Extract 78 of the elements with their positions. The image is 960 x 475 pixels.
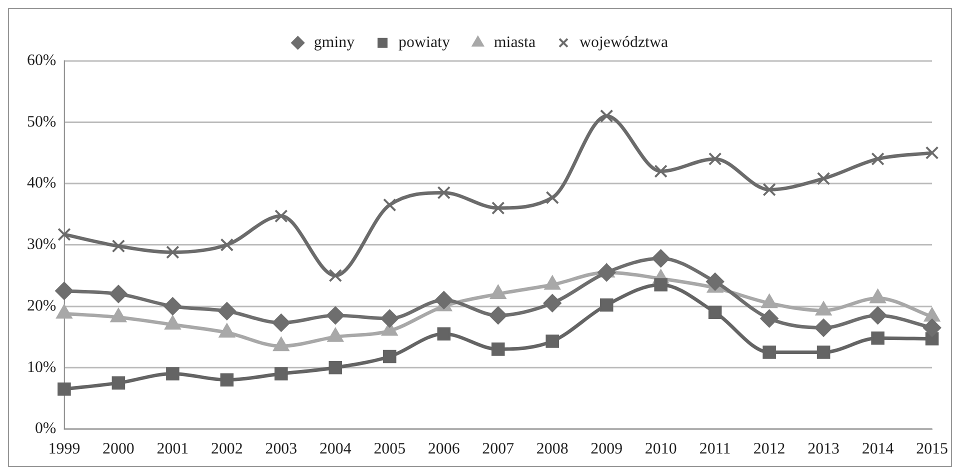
legend-label: gminy xyxy=(314,34,355,52)
y-tick-label: 50% xyxy=(26,113,56,130)
point xyxy=(166,367,180,380)
point xyxy=(598,264,616,282)
point xyxy=(491,201,505,215)
point xyxy=(274,209,288,223)
x-tick-label: 2003 xyxy=(265,440,298,458)
point xyxy=(437,327,451,340)
point xyxy=(760,310,778,328)
point xyxy=(220,238,234,252)
point xyxy=(58,228,71,242)
point xyxy=(437,186,451,200)
point xyxy=(328,360,342,374)
point xyxy=(654,278,668,292)
point xyxy=(489,306,508,324)
point xyxy=(380,310,399,328)
point xyxy=(166,246,180,259)
point xyxy=(871,332,884,345)
point xyxy=(326,306,344,324)
x-tick-label: 2000 xyxy=(102,440,134,458)
point xyxy=(220,373,234,386)
y-tick-label: 20% xyxy=(26,297,56,314)
x-tick-label: 2006 xyxy=(428,440,460,458)
point xyxy=(112,376,126,390)
point xyxy=(383,350,396,364)
point xyxy=(816,172,830,186)
point xyxy=(600,109,614,123)
point xyxy=(58,382,71,396)
point xyxy=(652,249,670,268)
x-tick-label: 2002 xyxy=(210,440,243,458)
x-tick-label: 2011 xyxy=(699,440,731,458)
y-tick-label: 0% xyxy=(34,420,56,438)
x-tick-label: 2013 xyxy=(808,440,840,458)
point xyxy=(762,183,776,196)
point xyxy=(164,297,182,316)
x-tick-label: 2008 xyxy=(536,440,568,458)
point xyxy=(600,298,614,312)
point xyxy=(708,152,722,166)
legend-label: miasta xyxy=(494,34,536,52)
point xyxy=(55,282,74,300)
x-tick-label: 2004 xyxy=(319,440,352,458)
point xyxy=(706,272,724,291)
x-tick-label: 2009 xyxy=(590,440,623,458)
point xyxy=(925,146,939,160)
point xyxy=(491,342,505,356)
x-tick-label: 2012 xyxy=(753,440,786,458)
point xyxy=(546,190,560,204)
point xyxy=(868,306,887,324)
legend-label: województwa xyxy=(579,34,668,52)
point xyxy=(274,367,288,380)
x-tick-label: 2001 xyxy=(156,440,189,458)
x-tick-label: 2005 xyxy=(374,440,406,458)
x-tick-label: 2010 xyxy=(644,440,677,458)
y-tick-label: 10% xyxy=(26,358,56,376)
point xyxy=(816,346,830,359)
x-tick-label: 2014 xyxy=(862,440,894,458)
point xyxy=(112,239,126,253)
y-tick-label: 40% xyxy=(26,174,56,192)
point xyxy=(218,302,236,320)
point xyxy=(814,318,833,337)
point xyxy=(708,306,722,319)
y-tick-label: 60% xyxy=(26,52,56,69)
point xyxy=(328,268,342,282)
point xyxy=(543,294,562,312)
x-tick-label: 1999 xyxy=(48,440,80,458)
x-tick-label: 2015 xyxy=(916,440,948,458)
point xyxy=(109,284,128,303)
x-tick-label: 2007 xyxy=(482,440,514,458)
point xyxy=(654,164,668,178)
point xyxy=(762,346,776,359)
point xyxy=(434,291,453,310)
point xyxy=(383,198,396,212)
legend-label: powiaty xyxy=(398,34,450,52)
point xyxy=(272,314,290,332)
point xyxy=(871,152,884,166)
y-tick-label: 30% xyxy=(26,236,56,254)
point xyxy=(923,318,942,337)
point xyxy=(546,334,560,348)
